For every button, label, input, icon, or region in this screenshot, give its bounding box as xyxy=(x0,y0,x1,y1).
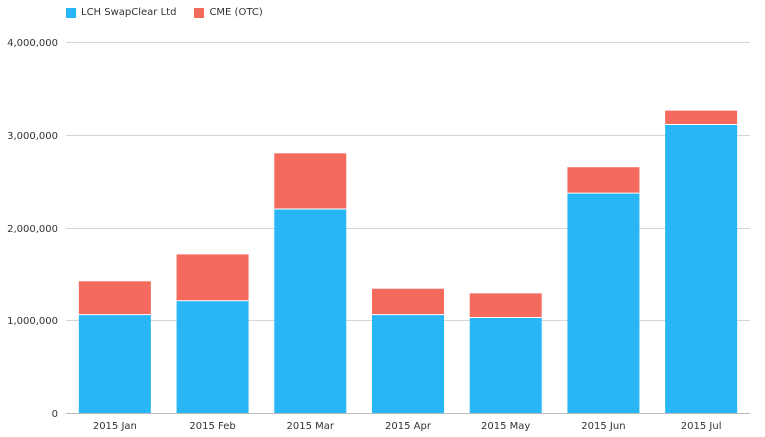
bar-lch[interactable] xyxy=(665,124,738,414)
legend-label-cme: CME (OTC) xyxy=(209,7,263,18)
bar-cme[interactable] xyxy=(567,167,640,194)
bar-lch[interactable] xyxy=(469,317,542,413)
x-tick-label: 2015 Feb xyxy=(189,421,235,432)
bars xyxy=(78,110,738,414)
y-tick-label: 4,000,000 xyxy=(7,38,58,49)
bar-cme[interactable] xyxy=(176,254,249,301)
y-tick-label: 2,000,000 xyxy=(7,224,58,235)
bar-lch[interactable] xyxy=(78,314,151,413)
x-tick-label: 2015 Jul xyxy=(681,421,722,432)
y-tick-label: 3,000,000 xyxy=(7,131,58,142)
x-tick-label: 2015 Jan xyxy=(93,421,137,432)
bar-cme[interactable] xyxy=(665,110,738,125)
x-tick-label: 2015 May xyxy=(481,421,530,432)
legend-swatch-lch xyxy=(66,7,76,18)
bar-lch[interactable] xyxy=(274,208,347,413)
bar-cme[interactable] xyxy=(469,293,542,318)
x-tick-label: 2015 Jun xyxy=(581,421,625,432)
x-axis: 2015 Jan 2015 Feb 2015 Mar 2015 Apr 2015 May… xyxy=(93,421,722,432)
legend-item-lch[interactable]: LCH SwapClear Ltd xyxy=(66,7,176,18)
legend: LCH SwapClear Ltd CME (OTC) xyxy=(66,7,281,18)
y-axis: 0 1,000,000 2,000,000 3,000,000 4,000,000 xyxy=(7,38,58,420)
bar-lch[interactable] xyxy=(372,314,444,413)
y-tick-label: 1,000,000 xyxy=(7,316,58,327)
y-tick-label: 0 xyxy=(52,409,58,420)
legend-swatch-cme xyxy=(194,7,205,18)
bar-lch[interactable] xyxy=(567,193,640,413)
x-tick-label: 2015 Mar xyxy=(287,421,335,432)
bar-lch[interactable] xyxy=(176,300,249,413)
bar-cme[interactable] xyxy=(274,153,347,209)
legend-item-cme[interactable]: CME (OTC) xyxy=(194,7,263,18)
x-tick-label: 2015 Apr xyxy=(385,421,432,432)
bar-cme[interactable] xyxy=(78,281,151,315)
legend-label-lch: LCH SwapClear Ltd xyxy=(81,7,177,18)
bar-cme[interactable] xyxy=(372,288,444,315)
